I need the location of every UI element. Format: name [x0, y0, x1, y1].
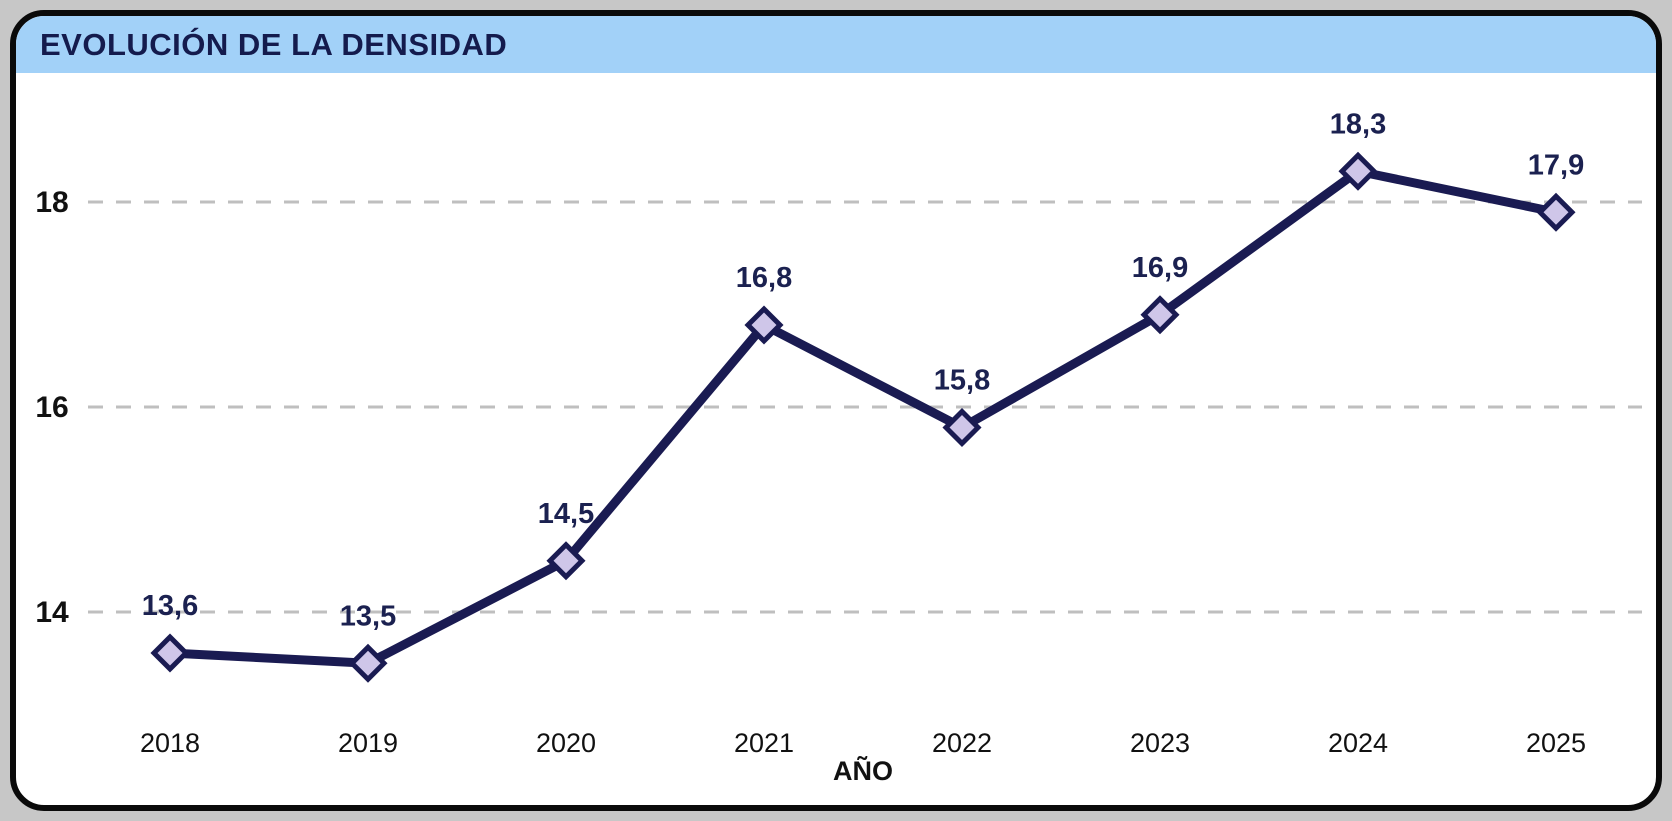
data-point-label: 17,9 — [1528, 149, 1584, 181]
x-axis-tick-label: 2022 — [932, 728, 992, 758]
x-axis-tick-label: 2019 — [338, 728, 398, 758]
x-axis-title: AÑO — [833, 755, 893, 786]
chart-header: EVOLUCIÓN DE LA DENSIDAD — [16, 16, 1656, 73]
x-axis-tick-label: 2024 — [1328, 728, 1388, 758]
data-point-marker — [1140, 295, 1180, 335]
y-axis-tick-label: 16 — [35, 391, 68, 424]
x-axis-tick-label: 2018 — [140, 728, 200, 758]
data-point-label: 15,8 — [934, 365, 990, 397]
x-axis-tick-label: 2025 — [1526, 728, 1586, 758]
data-point-marker — [1536, 192, 1576, 232]
y-axis-tick-label: 14 — [35, 596, 69, 629]
data-point-label: 14,5 — [538, 498, 594, 530]
data-point-marker — [546, 541, 586, 581]
chart-card: EVOLUCIÓN DE LA DENSIDAD — [10, 10, 1662, 811]
y-axis-tick-label: 18 — [35, 186, 68, 219]
x-axis-tick-label: 2021 — [734, 728, 794, 758]
data-point-label: 16,8 — [736, 262, 792, 294]
data-point-marker — [744, 305, 784, 345]
x-axis-tick-label: 2020 — [536, 728, 596, 758]
data-point-marker — [1338, 151, 1378, 191]
chart-title: EVOLUCIÓN DE LA DENSIDAD — [40, 26, 508, 62]
x-axis-tick-label: 2023 — [1130, 728, 1190, 758]
data-line — [165, 166, 1561, 668]
data-point-label: 13,6 — [142, 590, 198, 622]
data-point-marker — [942, 407, 982, 448]
data-point-marker — [348, 643, 388, 683]
data-point-marker — [150, 633, 190, 673]
data-point-label: 13,5 — [340, 600, 396, 632]
data-point-label: 18,3 — [1330, 108, 1386, 140]
data-point-label: 16,9 — [1132, 252, 1188, 284]
